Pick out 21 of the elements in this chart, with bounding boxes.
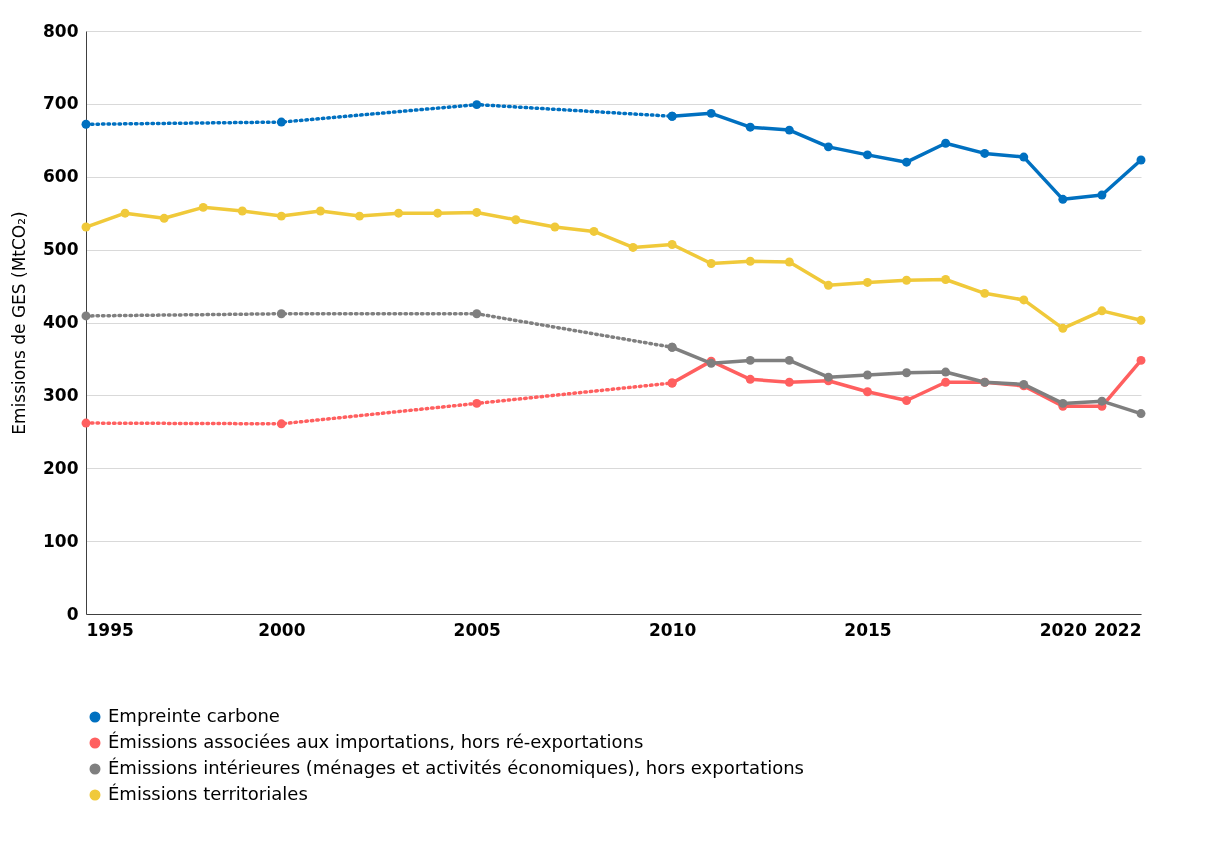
x-tick-label: 2020 [1039,619,1088,640]
y-tick-label: 100 [43,530,79,551]
y-tick-label: 500 [43,239,79,260]
y-tick-label: 200 [43,457,79,478]
y-tick-label: 700 [43,93,79,114]
x-tick-label: 2005 [453,619,501,640]
y-tick-label: 600 [43,166,79,187]
y-tick-label: 300 [43,384,79,405]
x-tick-label: 2022 [1094,619,1142,640]
x-tick-label: 2010 [648,619,697,640]
y-tick-label: 0 [66,603,79,624]
legend-label: Émissions intérieures (ménages et activités économiques), hors exportations [108,757,804,778]
x-tick-label: 1995 [86,619,134,640]
legend-label: Émissions territoriales [108,783,308,804]
legend-label: Émissions associées aux importations, hors ré-exportations [108,731,644,752]
y-tick-label: 800 [43,20,79,41]
legend-label: Empreinte carbone [108,705,280,726]
x-tick-label: 2000 [258,619,306,640]
y-axis-title: Emissions de GES (MtCO₂) [9,211,30,435]
x-tick-label: 2015 [844,619,892,640]
y-tick-label: 400 [43,312,79,332]
